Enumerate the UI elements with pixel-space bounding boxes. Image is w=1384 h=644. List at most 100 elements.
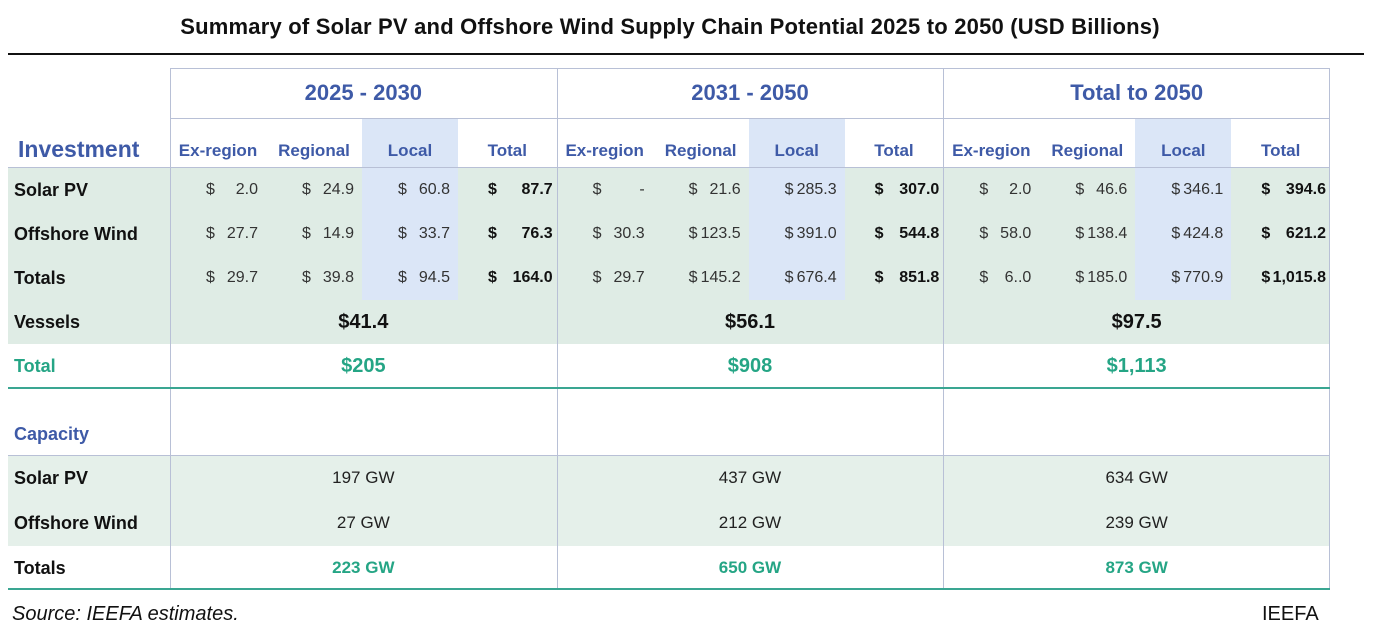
cell-value: 76.3: [521, 225, 553, 242]
currency-symbol: $: [688, 225, 698, 242]
row-label: Solar PV: [14, 179, 89, 200]
cell-value: 60.8: [418, 181, 450, 198]
capacity-value: 223 GW: [332, 558, 395, 577]
currency-symbol: $: [206, 181, 215, 198]
cell-value: 145.2: [700, 269, 741, 286]
currency-symbol: $: [1261, 225, 1271, 242]
local-column-highlight: [748, 118, 845, 300]
currency-symbol: $: [1075, 269, 1085, 286]
cell-value: 39.8: [322, 269, 354, 286]
currency-symbol: $: [1171, 181, 1181, 198]
row-label: Totals: [14, 557, 66, 578]
cell-value: 770.9: [1183, 269, 1224, 286]
table-cell: $46.6: [1039, 168, 1135, 212]
table-cell: $39.8: [266, 256, 362, 300]
table-cell: $851.8: [845, 256, 944, 300]
source-note: Source: IEEFA estimates.: [12, 603, 239, 625]
period-header: 2025 - 2030: [304, 80, 423, 105]
table-cell: $87.7: [458, 168, 557, 212]
currency-symbol: $: [979, 225, 989, 242]
row-label: Total: [14, 355, 56, 376]
row-band: [8, 456, 1330, 500]
currency-symbol: $: [979, 181, 989, 198]
table-cell: $2.0: [943, 168, 1039, 212]
table-cell: $346.1: [1135, 168, 1231, 212]
currency-symbol: $: [302, 181, 311, 198]
currency-symbol: $: [488, 181, 497, 198]
cell-value: 30.3: [613, 225, 645, 242]
local-column-highlight: [362, 118, 458, 300]
period-header: Total to 2050: [1070, 80, 1204, 105]
table-cell: $21.6: [653, 168, 749, 212]
grid-line: [170, 118, 1330, 119]
cell-value: 391.0: [796, 225, 837, 242]
column-header: Ex-region: [178, 141, 258, 160]
cell-value: 94.5: [418, 269, 450, 286]
table-cell: $164.0: [458, 256, 557, 300]
cell-value: 24.9: [322, 181, 354, 198]
grid-line: [556, 68, 558, 590]
column-header: Regional: [1051, 141, 1124, 160]
table-cell: $394.6: [1231, 168, 1330, 212]
currency-symbol: $: [874, 269, 884, 286]
title-rule: [8, 53, 1364, 55]
table-cell: $621.2: [1231, 212, 1330, 256]
cell-value: 29.7: [226, 269, 258, 286]
cell-value: 346.1: [1183, 181, 1224, 198]
currency-symbol: $: [1261, 181, 1271, 198]
currency-symbol: $: [302, 225, 311, 242]
table-cell: $58.0: [943, 212, 1039, 256]
currency-symbol: $: [398, 269, 407, 286]
cell-value: 164.0: [512, 269, 553, 286]
total-value: $1,113: [1106, 354, 1167, 377]
currency-symbol: $: [488, 269, 497, 286]
table-cell: $6..0: [943, 256, 1039, 300]
currency-symbol: $: [302, 269, 311, 286]
currency-symbol: $: [1075, 181, 1085, 198]
brand-label: IEEFA: [1262, 603, 1319, 625]
table-cell: $33.7: [362, 212, 458, 256]
table-cell: $29.7: [557, 256, 653, 300]
total-value: $205: [341, 354, 386, 377]
grid-line: [943, 68, 945, 590]
table-cell: $1,015.8: [1231, 256, 1330, 300]
column-header: Ex-region: [565, 141, 644, 160]
cell-value: 58.0: [1000, 225, 1032, 242]
cell-value: -: [639, 181, 645, 198]
row-band: [8, 256, 1330, 300]
cell-value: 851.8: [899, 269, 940, 286]
capacity-value: 27 GW: [336, 513, 390, 532]
cell-value: 185.0: [1087, 269, 1128, 286]
table-cell: $ -: [557, 168, 653, 212]
table-cell: $94.5: [362, 256, 458, 300]
cell-value: 2.0: [1009, 181, 1032, 198]
row-label: Offshore Wind: [14, 223, 138, 244]
capacity-value: 634 GW: [1105, 468, 1168, 487]
table-cell: $123.5: [653, 212, 749, 256]
table-cell: $27.7: [170, 212, 266, 256]
row-label: Solar PV: [14, 467, 89, 488]
row-band: [8, 168, 1330, 212]
cell-value: 138.4: [1087, 225, 1128, 242]
currency-symbol: $: [1075, 225, 1085, 242]
column-header: Total: [874, 141, 914, 160]
currency-symbol: $: [688, 181, 698, 198]
cell-value: 307.0: [899, 181, 940, 198]
period-header: 2031 - 2050: [691, 80, 809, 105]
table-cell: $138.4: [1039, 212, 1135, 256]
table-cell: $14.9: [266, 212, 362, 256]
investment-header: Investment: [18, 135, 140, 162]
capacity-value: 212 GW: [718, 513, 782, 532]
currency-symbol: $: [592, 181, 602, 198]
table-cell: $29.7: [170, 256, 266, 300]
column-header: Local: [1161, 141, 1206, 160]
column-header: Local: [387, 141, 433, 160]
row-label: Offshore Wind: [14, 512, 138, 533]
grid-line: [8, 455, 1330, 456]
column-header: Local: [774, 141, 819, 160]
table-cell: $424.8: [1135, 212, 1231, 256]
cell-value: 33.7: [418, 225, 450, 242]
table-cell: $676.4: [749, 256, 845, 300]
capacity-value: 197 GW: [332, 468, 395, 487]
capacity-value: 437 GW: [718, 468, 782, 487]
